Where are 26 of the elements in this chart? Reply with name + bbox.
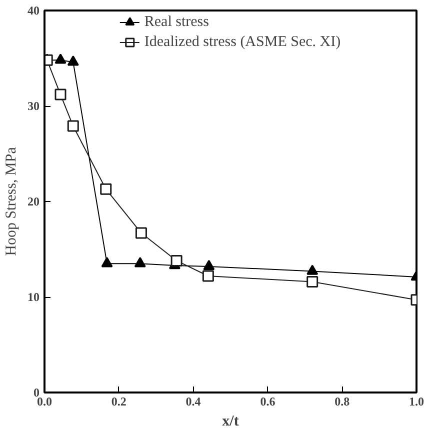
point (306, 264, 318, 275)
point (135, 227, 147, 239)
y-tick-label: 20 (28, 194, 40, 208)
point (67, 56, 79, 66)
y-tick-label: 40 (28, 4, 40, 18)
x-tick-label: 0.8 (334, 394, 350, 408)
point (54, 88, 66, 100)
legend-label: Real stress (144, 14, 209, 30)
y-axis-title: Hoop Stress, MPa (4, 146, 20, 256)
x-tick-label: 0.4 (186, 394, 201, 408)
x-axis-title: x/t (222, 414, 239, 430)
y-tick-label: 30 (28, 99, 40, 113)
point (67, 120, 79, 132)
legend-label: Idealized stress (ASME Sec. XI) (144, 34, 341, 50)
x-tick-label: 0.6 (260, 394, 276, 408)
point (170, 254, 182, 266)
x-tick-label: 0.2 (111, 394, 126, 408)
point (54, 54, 66, 64)
y-tick-label: 10 (28, 290, 40, 304)
x-tick-label: 1.0 (409, 394, 424, 408)
point (100, 183, 112, 195)
point (134, 257, 146, 268)
point (203, 260, 215, 270)
point (202, 270, 214, 282)
point (101, 257, 113, 268)
point (306, 276, 318, 288)
